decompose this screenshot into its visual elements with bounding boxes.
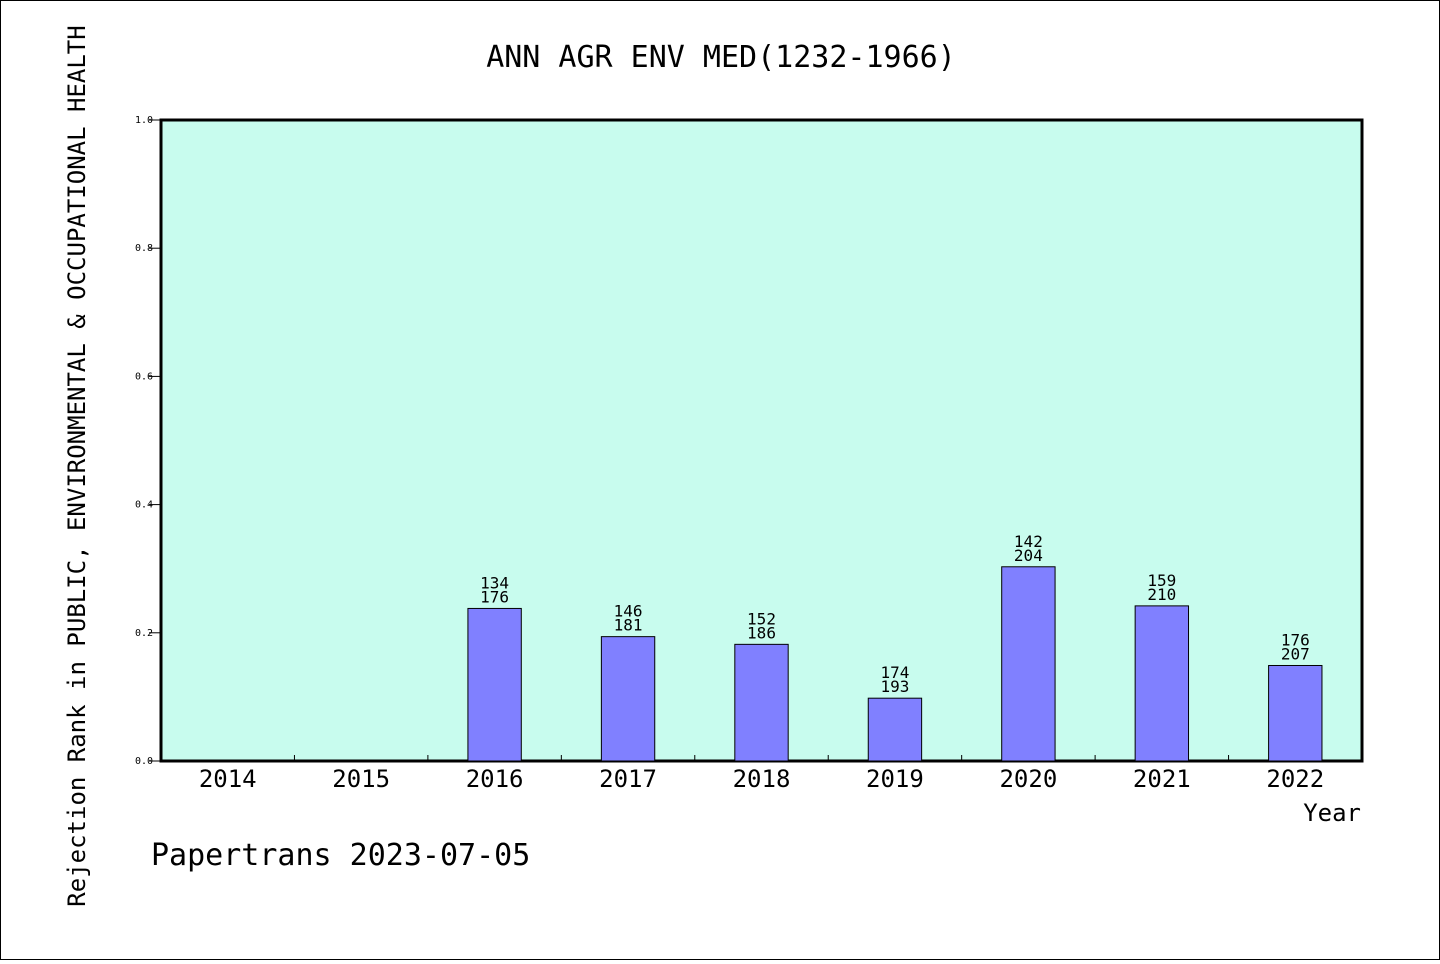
- bar-label-top: 134: [480, 573, 509, 592]
- bar: [467, 607, 522, 762]
- bar-label-bottom: 193: [880, 677, 909, 696]
- bar-label-top: 174: [880, 663, 909, 682]
- x-tick-label: 2020: [999, 765, 1057, 793]
- x-axis-label: Year: [1303, 799, 1361, 827]
- x-axis: 2014 2015 2016 2017 2018 2019 2020 2021 2022: [199, 755, 1324, 793]
- chart-title: ANN AGR ENV MED(1232-1966): [486, 40, 956, 75]
- y-tick-label: 0.0: [135, 756, 153, 767]
- x-tick-label: 2015: [332, 765, 390, 793]
- y-tick-label: 1.0: [135, 115, 153, 126]
- bar-label-bottom: 204: [1014, 546, 1043, 565]
- bar-label-top: 152: [747, 609, 776, 628]
- bar-label-bottom: 210: [1147, 585, 1176, 604]
- y-axis-label: Rejection Rank in PUBLIC, ENVIRONMENTAL …: [63, 25, 91, 906]
- y-tick-label: 0.2: [135, 628, 153, 639]
- bar: [1134, 605, 1190, 762]
- bar-label-top: 146: [614, 602, 643, 621]
- bar-label-bottom: 207: [1281, 644, 1310, 663]
- bar: [600, 636, 656, 762]
- bar-label-top: 142: [1014, 532, 1043, 551]
- bar-label-bottom: 181: [614, 616, 643, 635]
- x-tick-label: 2017: [599, 765, 657, 793]
- y-tick-label: 0.4: [135, 500, 153, 511]
- bar: [1001, 566, 1056, 762]
- y-axis: 0.0 0.2 0.4 0.6 0.8 1.0: [135, 115, 161, 767]
- x-tick-label: 2022: [1266, 765, 1324, 793]
- bar: [734, 643, 789, 762]
- bar: [1268, 664, 1323, 762]
- x-tick-label: 2016: [466, 765, 524, 793]
- y-tick-label: 0.6: [135, 371, 153, 382]
- bar-label-bottom: 186: [747, 623, 776, 642]
- bar: [867, 697, 923, 762]
- x-tick-label: 2021: [1133, 765, 1191, 793]
- footer-text: Papertrans 2023-07-05: [151, 838, 530, 873]
- x-tick-label: 2014: [199, 765, 257, 793]
- x-tick-label: 2019: [866, 765, 924, 793]
- bar-label-top: 159: [1147, 571, 1176, 590]
- x-tick-label: 2018: [733, 765, 791, 793]
- bar-label-top: 176: [1281, 630, 1310, 649]
- y-tick-label: 0.8: [135, 243, 153, 254]
- bar-label-bottom: 176: [480, 587, 509, 606]
